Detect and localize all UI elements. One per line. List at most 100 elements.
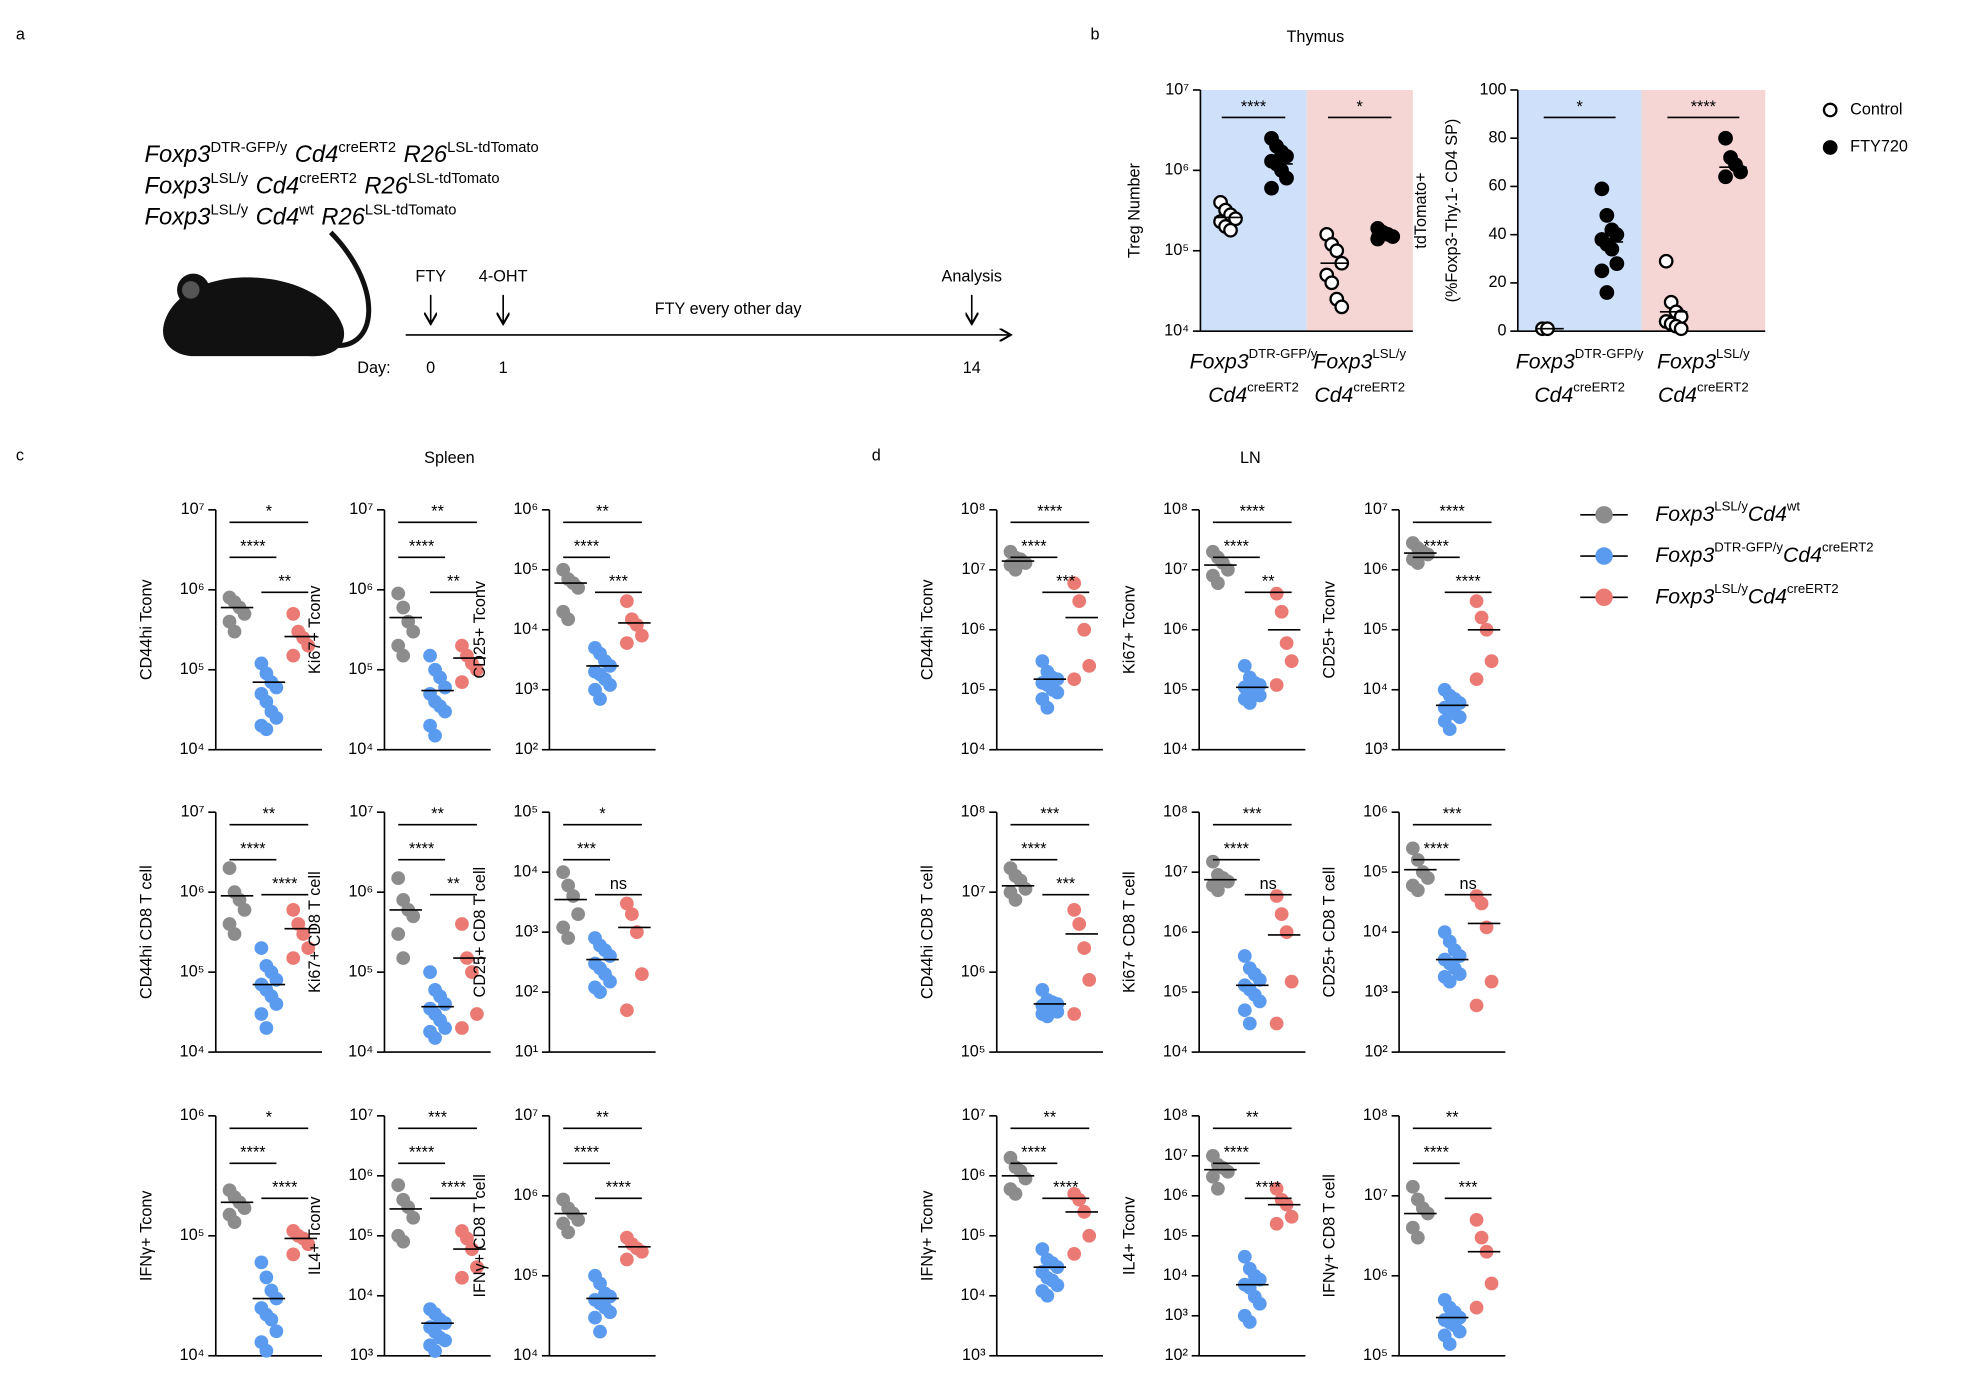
gene-name: Foxp3 [1655,584,1714,608]
y-axis-label: CD25+ CD8 T cell [471,867,489,998]
day-label: Day: [357,359,390,377]
data-point [1673,321,1689,337]
data-point [1077,941,1092,955]
data-point [1370,231,1386,247]
y-tick-label: 10⁶ [348,882,373,900]
data-point [1469,594,1484,609]
y-tick-label: 10⁴ [348,1286,373,1304]
superscript: LSL/y [1714,581,1748,596]
data-point [438,1333,452,1348]
y-tick-label: 10⁷ [349,1106,373,1124]
data-point [620,594,634,609]
y-tick-label: 10⁸ [961,803,986,821]
data-point [1324,275,1340,291]
data-point [1035,654,1050,669]
y-tick-label: 10² [1364,1042,1388,1060]
sig-label: * [266,503,273,521]
data-point [1269,889,1284,903]
sig-label: **** [1691,98,1717,116]
data-point [1242,1315,1257,1329]
data-point [1237,949,1252,963]
sig-label: **** [1021,840,1047,858]
y-tick-label: 10⁴ [960,740,985,758]
data-point [455,1270,469,1285]
data-point [1718,130,1733,146]
data-point [1274,604,1289,619]
data-point [566,889,581,903]
data-point [1008,893,1023,907]
data-point [1008,562,1023,577]
y-axis-label: CD25+ Tconv [471,580,489,678]
data-point [625,907,639,921]
sig-label: **** [1424,1144,1450,1162]
gene-name: Cd4 [1658,383,1697,407]
gene-name: Foxp3 [145,205,211,231]
data-point [455,917,469,931]
y-tick-label: 10⁵ [961,1042,986,1060]
data-point [470,1260,484,1275]
day-number: 14 [963,359,981,377]
y-tick-label: 10⁶ [513,500,538,518]
category-shading [1641,89,1766,332]
data-point [556,865,571,880]
data-point [460,1231,474,1246]
y-axis-label: Ki67+ Tconv [1121,585,1139,674]
y-tick-label: 10⁶ [180,580,205,598]
data-point [1405,1179,1420,1194]
y-tick-label: 10⁵ [961,1226,986,1244]
legend-marker [1595,588,1613,607]
data-point [556,920,571,935]
y-tick-label: 10⁶ [180,1106,205,1124]
data-point [227,927,242,941]
data-point [406,624,421,639]
data-point [1211,576,1225,590]
data-point [1067,576,1082,590]
data-point [286,951,301,965]
data-point [269,1324,284,1339]
data-point [254,1255,269,1270]
y-tick-label: 10⁴ [513,1346,538,1364]
superscript: DTR-GFP/y [1714,540,1783,555]
data-point [1279,148,1294,164]
data-point [438,680,452,695]
sig-label: **** [240,1144,266,1162]
data-point [620,1252,634,1267]
data-point [603,949,617,963]
data-point [1594,263,1610,279]
event-label: FTY [415,268,446,286]
y-tick-label: 10⁴ [960,1286,985,1304]
y-tick-label: 10⁵ [1163,680,1188,698]
sig-label: ** [447,573,460,591]
data-point [465,965,479,980]
data-point [1077,622,1092,637]
data-point [1221,562,1235,577]
data-point [1474,610,1489,625]
panel-letter: c [16,446,24,464]
data-point [1269,1016,1284,1031]
y-tick-label: 10⁴ [1363,922,1388,940]
gene-name: Foxp3 [145,142,211,168]
superscript: wt [1786,499,1801,514]
data-point [237,606,252,621]
data-point [630,925,644,940]
sig-label: *** [577,840,597,858]
data-point [1242,696,1257,710]
data-point [423,965,437,980]
data-point [428,1344,442,1358]
y-tick-label: 10⁵ [961,680,986,698]
y-tick-label: 10⁷ [1164,862,1188,880]
y-tick-label: 10⁴ [1164,321,1189,339]
data-point [1269,678,1284,692]
data-point [401,1200,416,1215]
y-tick-label: 10⁴ [179,1346,204,1364]
y-axis-label: CD44hi Tconv [918,579,936,681]
superscript: LSL-tdTomato [447,140,539,156]
y-tick-label: 10⁶ [348,580,373,598]
y-tick-label: 10⁴ [1363,680,1388,698]
sig-label: ns [1260,875,1277,893]
data-point [1040,700,1055,715]
data-point [1405,841,1420,856]
y-tick-label: 60 [1488,177,1506,195]
y-tick-label: 10⁵ [180,660,205,678]
y-tick-label: 10³ [1364,982,1388,1000]
